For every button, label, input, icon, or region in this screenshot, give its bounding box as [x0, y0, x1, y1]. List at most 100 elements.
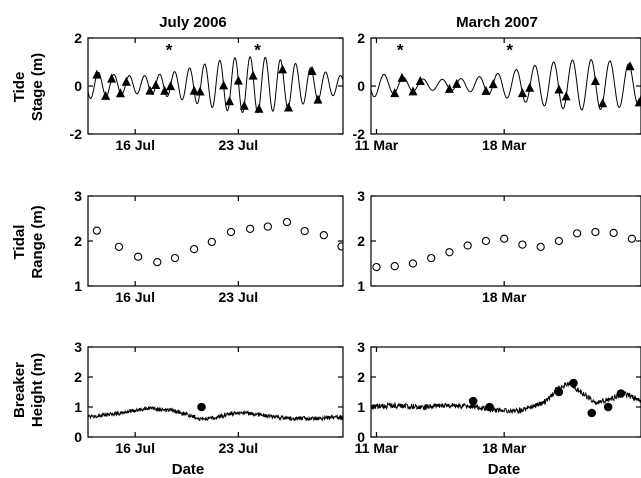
tidal-range-point — [319, 230, 328, 240]
tidal-range-point — [170, 253, 180, 263]
high-water-marker — [634, 97, 641, 107]
plot-area-breaker-march — [371, 378, 641, 418]
high-water-marker — [121, 76, 131, 86]
column-title-march: March 2007 — [456, 14, 538, 31]
tidal-range-point — [536, 242, 545, 251]
low-water-marker — [590, 75, 600, 85]
y-tick-label: 2 — [74, 30, 82, 46]
tidal-range-point — [245, 224, 255, 233]
tidal-range-point — [481, 236, 491, 246]
low-water-marker — [189, 85, 199, 95]
high-water-marker — [92, 69, 102, 79]
breaker-observation-point — [587, 408, 597, 418]
ylabel-tide-line1: Tide — [11, 72, 28, 103]
low-water-marker — [278, 64, 288, 74]
low-water-marker — [115, 88, 125, 98]
tidal-range-point — [390, 262, 399, 271]
tidal-range-point — [572, 229, 582, 238]
high-water-marker — [397, 72, 407, 82]
low-water-marker — [160, 85, 170, 95]
low-water-marker — [625, 61, 635, 71]
y-tick-label: 2 — [357, 233, 365, 249]
low-water-marker — [408, 86, 418, 96]
high-water-marker — [313, 94, 323, 104]
x-tick-label: 23 Jul — [218, 289, 258, 305]
plot-area-tide-july — [88, 56, 343, 114]
tidal-range-point — [133, 252, 143, 261]
breaker-observation-point — [569, 378, 578, 388]
low-water-marker — [219, 80, 229, 90]
y-tick-label: 0 — [357, 429, 365, 445]
high-water-marker — [166, 81, 176, 91]
panel-tide-july: -2 0 2 16 Jul 23 Jul * * — [70, 30, 344, 153]
tidal-range-point — [591, 227, 600, 237]
breaker-height-line — [88, 405, 343, 422]
xlabel-march: Date — [488, 461, 521, 478]
panel-breaker-july: 0 1 2 3 16 Jul 23 Jul — [74, 339, 344, 456]
asterisk-marker: * — [166, 41, 173, 60]
x-tick-label: 23 Jul — [218, 440, 258, 456]
asterisk-marker: * — [254, 41, 261, 60]
row-label-range: Tidal Range (m) — [11, 205, 46, 278]
ylabel-tide-line2: Stage (m) — [29, 53, 46, 121]
tidal-range-point — [207, 237, 216, 247]
y-tick-label: 2 — [357, 30, 365, 46]
y-tick-label: 3 — [74, 188, 82, 204]
y-tick-label: 2 — [74, 233, 82, 249]
x-tick-label: 16 Jul — [115, 137, 155, 153]
high-water-marker — [598, 98, 608, 108]
breaker-observation-point — [616, 389, 626, 398]
ylabel-range-line1: Tidal — [11, 225, 28, 260]
y-tick-label: 1 — [357, 278, 365, 294]
high-water-marker — [254, 103, 264, 113]
y-tick-label: 2 — [357, 369, 365, 385]
plot-area-range-march — [372, 227, 637, 272]
low-water-marker — [554, 84, 564, 94]
breaker-observation-point — [485, 402, 494, 412]
tidal-range-point — [445, 248, 454, 257]
y-tick-label: 0 — [74, 429, 82, 445]
tidal-range-point — [282, 217, 292, 227]
low-water-marker — [101, 90, 111, 100]
high-water-marker — [415, 75, 425, 85]
low-water-marker — [233, 75, 243, 85]
high-water-marker — [488, 79, 498, 89]
breaker-height-line — [371, 381, 641, 415]
ylabel-breaker-line2: Height (m) — [29, 353, 46, 427]
low-water-marker — [390, 88, 400, 98]
high-water-marker — [561, 91, 571, 101]
tidal-range-point — [263, 222, 272, 231]
axes-box — [87, 346, 344, 438]
breaker-observation-point — [603, 402, 613, 412]
row-label-tide: Tide Stage (m) — [11, 53, 46, 121]
tide-series-line — [88, 56, 343, 114]
x-tick-label: 16 Jul — [115, 440, 155, 456]
ylabel-range-line2: Range (m) — [29, 205, 46, 278]
tidal-range-point — [554, 236, 564, 246]
y-tick-label: 1 — [74, 278, 82, 294]
high-water-marker — [525, 82, 535, 92]
low-water-marker — [444, 83, 454, 93]
asterisk-marker: * — [506, 41, 513, 60]
tidal-range-point — [189, 244, 199, 254]
y-tick-label: 1 — [357, 399, 365, 415]
high-water-marker — [225, 96, 235, 106]
tidal-range-point — [337, 242, 343, 251]
x-tick-label: 16 Jul — [115, 289, 155, 305]
tidal-range-point — [372, 262, 381, 272]
breaker-observation-point — [468, 396, 478, 406]
x-tick-label: 11 Mar — [355, 440, 399, 456]
tidal-range-point — [300, 226, 309, 236]
low-water-marker — [248, 70, 258, 80]
y-tick-label: 0 — [357, 78, 365, 94]
y-tick-label: 3 — [357, 188, 365, 204]
panel-tide-march: -2 0 2 11 Mar 18 Mar * * — [353, 30, 641, 153]
breaker-observation-point — [197, 402, 206, 412]
tidal-range-point — [500, 234, 509, 243]
high-water-marker — [107, 73, 117, 83]
tidal-range-point — [609, 228, 618, 238]
y-tick-label: -2 — [70, 126, 83, 142]
y-tick-label: 3 — [357, 339, 365, 355]
